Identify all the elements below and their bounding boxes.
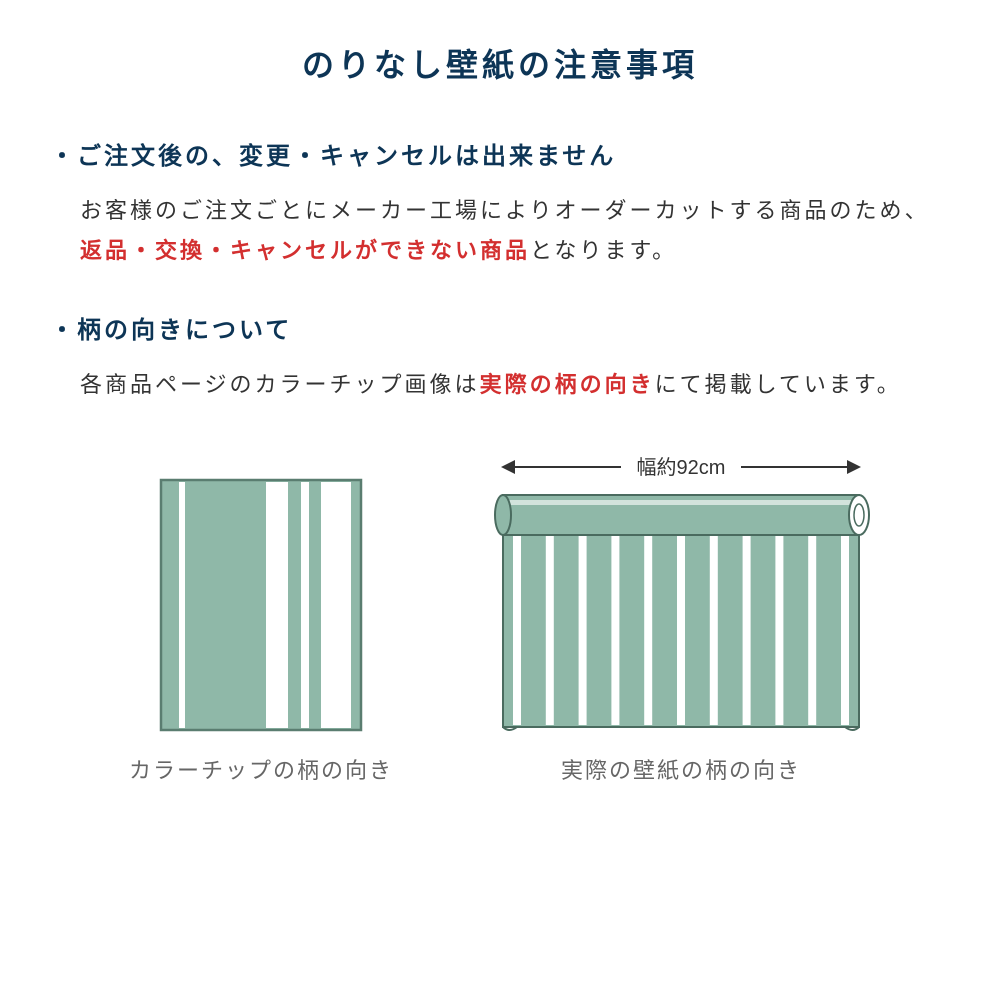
section-cancel: ・ご注文後の、変更・キャンセルは出来ません お客様のご注文ごとにメーカー工場によ…: [50, 136, 950, 270]
diagram-swatch: カラーチップの柄の向き: [129, 475, 393, 785]
body-post-2: にて掲載しています。: [655, 372, 902, 397]
body-highlight-2: 実際の柄の向き: [480, 372, 655, 397]
roll-illustration: [491, 485, 871, 735]
heading-pattern: ・柄の向きについて: [50, 310, 950, 345]
body-pattern: 各商品ページのカラーチップ画像は実際の柄の向きにて掲載しています。: [50, 365, 950, 405]
swatch-illustration: [151, 475, 371, 735]
body-pre-2: 各商品ページのカラーチップ画像は: [80, 372, 480, 397]
body-cancel: お客様のご注文ごとにメーカー工場によりオーダーカットする商品のため、返品・交換・…: [50, 191, 950, 270]
heading-cancel: ・ご注文後の、変更・キャンセルは出来ません: [50, 136, 950, 171]
page-title: のりなし壁紙の注意事項: [50, 40, 950, 86]
roll-caption: 実際の壁紙の柄の向き: [561, 753, 801, 785]
body-pre: お客様のご注文ごとにメーカー工場によりオーダーカットする商品のため、: [80, 198, 930, 223]
diagram-row: カラーチップの柄の向き 幅約92cm 実際の壁紙の柄の向き: [50, 445, 950, 785]
swatch-caption: カラーチップの柄の向き: [129, 753, 393, 785]
body-post: となります。: [530, 238, 677, 263]
diagram-roll: 幅約92cm 実際の壁紙の柄の向き: [491, 445, 871, 785]
svg-text:幅約92cm: 幅約92cm: [637, 456, 726, 479]
width-arrow: 幅約92cm: [491, 445, 871, 485]
section-pattern: ・柄の向きについて 各商品ページのカラーチップ画像は実際の柄の向きにて掲載してい…: [50, 310, 950, 405]
body-highlight: 返品・交換・キャンセルができない商品: [80, 238, 530, 263]
